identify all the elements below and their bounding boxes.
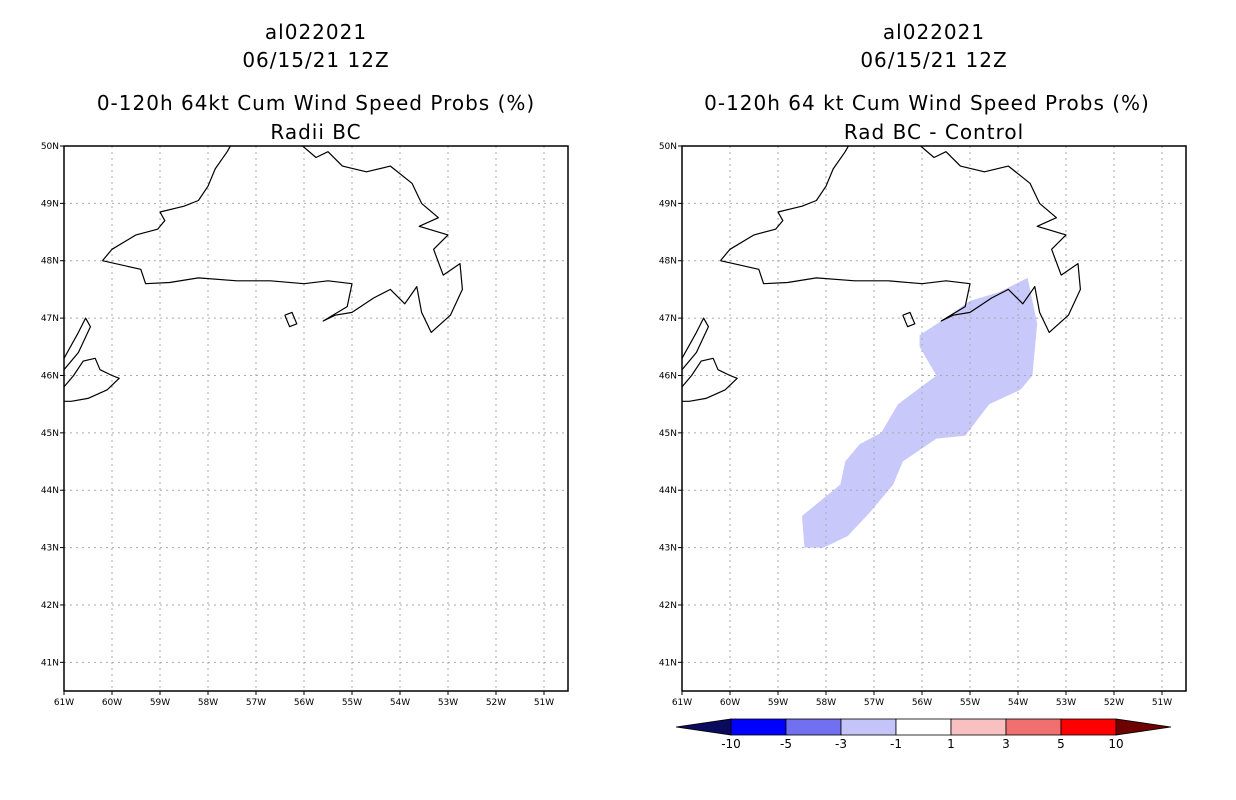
left-lat-tick-label: 49N bbox=[41, 199, 59, 209]
left-lat-tick-label: 46N bbox=[41, 371, 59, 381]
right-lat-tick-label: 46N bbox=[659, 371, 677, 381]
left-lon-tick-label: 57W bbox=[246, 698, 266, 708]
right-lon-tick-label: 54W bbox=[1008, 698, 1028, 708]
left-lat-tick-label: 45N bbox=[41, 429, 59, 439]
right-map-area bbox=[682, 146, 1186, 691]
right-lon-tick-label: 51W bbox=[1152, 698, 1172, 708]
left-coastline-newfoundland-main bbox=[101, 146, 463, 333]
right-storm-id: al022021 bbox=[882, 20, 986, 44]
right-lon-tick-label: 60W bbox=[720, 698, 740, 708]
right-lon-tick-label: 53W bbox=[1056, 698, 1076, 708]
left-map-area bbox=[64, 146, 568, 691]
colorbar-segment bbox=[840, 718, 897, 736]
right-lon-tick-label: 56W bbox=[912, 698, 932, 708]
colorbar-segment bbox=[785, 718, 842, 736]
right-coastline-cape-breton bbox=[682, 357, 738, 402]
left-map-panel: 41N 42N 43N 44N 45N 46N 47N 48N 49N 50N 61W 60W 59W 5… bbox=[41, 142, 569, 708]
right-lat-tick-label: 41N bbox=[659, 658, 677, 668]
right-lat-tick-label: 48N bbox=[659, 257, 677, 267]
left-lat-tick-label: 47N bbox=[41, 314, 59, 324]
colorbar-segment bbox=[730, 718, 787, 736]
left-lat-tick-label: 42N bbox=[41, 601, 59, 611]
right-lon-tick-label: 57W bbox=[864, 698, 884, 708]
colorbar-label: -1 bbox=[890, 737, 902, 751]
colorbar-label: -3 bbox=[835, 737, 847, 751]
colorbar-segment bbox=[1005, 718, 1062, 736]
right-map-panel: 41N 42N 43N 44N 45N 46N 47N 48N 49N 50N 61W 60W 59W 5… bbox=[659, 142, 1187, 708]
colorbar-segment bbox=[1060, 718, 1117, 736]
left-lon-tick-label: 58W bbox=[198, 698, 218, 708]
left-storm-id: al022021 bbox=[264, 20, 368, 44]
right-coastline-saint-pierre bbox=[902, 311, 916, 328]
left-lon-tick-label: 54W bbox=[390, 698, 410, 708]
right-lat-tick-label: 45N bbox=[659, 429, 677, 439]
right-lat-tick-label: 50N bbox=[659, 142, 677, 152]
colorbar-label: -5 bbox=[780, 737, 792, 751]
colorbar-label: 10 bbox=[1108, 737, 1123, 751]
colorbar-label: -10 bbox=[721, 737, 741, 751]
left-lon-tick-label: 60W bbox=[102, 698, 122, 708]
right-lat-tick-label: 49N bbox=[659, 199, 677, 209]
left-map-title: 0-120h 64kt Cum Wind Speed Probs (%) bbox=[96, 91, 536, 115]
left-lon-tick-label: 56W bbox=[294, 698, 314, 708]
right-map-title: 0-120h 64 kt Cum Wind Speed Probs (%) bbox=[704, 91, 1150, 115]
probability-difference-shading bbox=[802, 277, 1038, 548]
right-coastline-newfoundland-main bbox=[719, 146, 1082, 333]
colorbar-label: 5 bbox=[1057, 737, 1065, 751]
right-lon-tick-label: 55W bbox=[960, 698, 980, 708]
right-map-frame bbox=[681, 145, 1187, 692]
left-lon-tick-label: 59W bbox=[150, 698, 170, 708]
colorbar-segment bbox=[950, 718, 1007, 736]
left-lon-tick-label: 51W bbox=[534, 698, 554, 708]
left-coastline-nova-scotia-tip bbox=[64, 317, 92, 371]
colorbar-low-arrow bbox=[675, 718, 732, 736]
left-lon-tick-label: 53W bbox=[438, 698, 458, 708]
left-lon-tick-label: 55W bbox=[342, 698, 362, 708]
right-lon-tick-label: 59W bbox=[768, 698, 788, 708]
right-lat-tick-label: 44N bbox=[659, 486, 677, 496]
left-map-subtitle: Radii BC bbox=[270, 120, 362, 144]
right-lat-tick-label: 43N bbox=[659, 544, 677, 554]
left-datetime: 06/15/21 12Z bbox=[242, 48, 390, 72]
left-lat-tick-label: 43N bbox=[41, 544, 59, 554]
left-lat-tick-label: 44N bbox=[41, 486, 59, 496]
right-coastline-nova-scotia-tip bbox=[682, 317, 710, 371]
colorbar-label: 3 bbox=[1002, 737, 1010, 751]
right-lat-tick-label: 47N bbox=[659, 314, 677, 324]
colorbar-segment bbox=[895, 718, 952, 736]
left-coastline-cape-breton bbox=[64, 357, 120, 402]
right-lon-tick-label: 58W bbox=[816, 698, 836, 708]
left-lon-tick-label: 61W bbox=[54, 698, 74, 708]
left-coastline-saint-pierre bbox=[284, 311, 298, 328]
left-lat-tick-label: 50N bbox=[41, 142, 59, 152]
right-lat-tick-label: 42N bbox=[659, 601, 677, 611]
right-map-subtitle: Rad BC - Control bbox=[843, 120, 1025, 144]
right-lon-tick-label: 61W bbox=[672, 698, 692, 708]
right-lon-tick-label: 52W bbox=[1104, 698, 1124, 708]
colorbar-label: 1 bbox=[947, 737, 955, 751]
left-lat-tick-label: 41N bbox=[41, 658, 59, 668]
left-lat-tick-label: 48N bbox=[41, 257, 59, 267]
colorbar-high-arrow bbox=[1115, 718, 1172, 736]
colorbar-legend: -10 -5 -3 -1 1 3 5 10 bbox=[675, 718, 1172, 751]
right-datetime: 06/15/21 12Z bbox=[860, 48, 1008, 72]
left-map-frame bbox=[63, 145, 569, 692]
left-lon-tick-label: 52W bbox=[486, 698, 506, 708]
